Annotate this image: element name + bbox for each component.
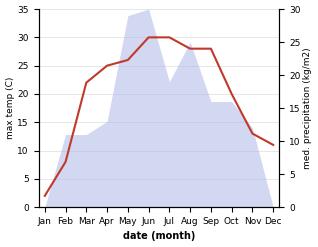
Y-axis label: med. precipitation (kg/m2): med. precipitation (kg/m2) — [303, 47, 313, 169]
Y-axis label: max temp (C): max temp (C) — [5, 77, 15, 139]
X-axis label: date (month): date (month) — [123, 231, 195, 242]
